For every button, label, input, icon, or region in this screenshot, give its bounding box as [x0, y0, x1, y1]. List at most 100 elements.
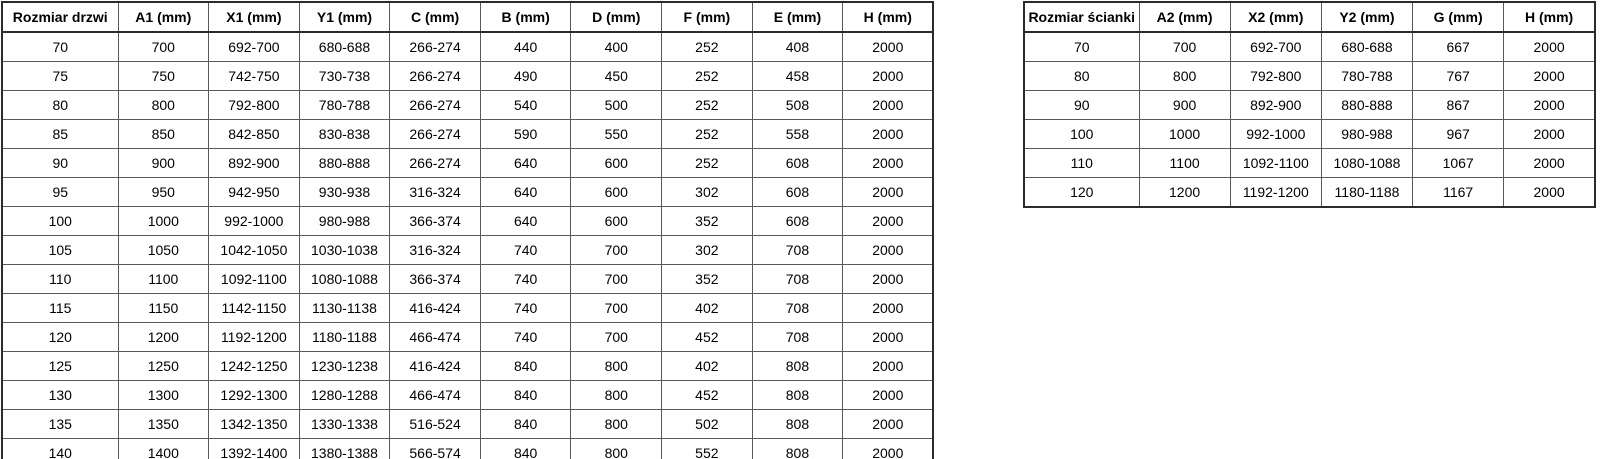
table-cell: 692-700	[208, 31, 300, 62]
table-cell: 740	[479, 293, 572, 323]
column-header: H (mm)	[842, 1, 934, 33]
table-cell: 2000	[1503, 90, 1596, 120]
table-cell: 708	[751, 264, 844, 294]
table-cell: 640	[479, 148, 572, 178]
table-cell: 1092-1100	[208, 264, 300, 294]
table-cell: 266-274	[389, 61, 481, 91]
table-cell: 700	[570, 322, 663, 352]
table-cell: 1100	[1138, 148, 1231, 178]
column-header: C (mm)	[389, 1, 481, 33]
door-sizes-table: Rozmiar drzwi A1 (mm) X1 (mm) Y1 (mm) C (mm)…	[1, 1, 935, 459]
table-cell: 800	[570, 380, 663, 410]
table-cell: 266-274	[389, 148, 481, 178]
column-header: A1 (mm)	[117, 1, 210, 33]
table-cell: 130	[1, 380, 119, 410]
table-row: 100 1000 992-1000 980-988 366-374 640 600 352 60…	[1, 206, 934, 236]
table-cell: 352	[661, 264, 753, 294]
table-cell: 70	[1023, 31, 1140, 62]
table-cell: 2000	[842, 31, 934, 62]
table-cell: 1080-1088	[298, 264, 391, 294]
table-cell: 1242-1250	[208, 351, 300, 381]
table-cell: 252	[661, 148, 753, 178]
table-cell: 1030-1038	[298, 235, 391, 265]
table-cell: 466-474	[389, 380, 481, 410]
table-cell: 1392-1400	[208, 438, 300, 459]
table-row: 80 800 792-800 780-788 767 2000	[1023, 61, 1596, 91]
table-cell: 742-750	[208, 61, 300, 91]
table-cell: 900	[1138, 90, 1231, 120]
table-cell: 1000	[117, 206, 210, 236]
table-cell: 680-688	[298, 31, 391, 62]
table-cell: 1280-1288	[298, 380, 391, 410]
table-cell: 740	[479, 264, 572, 294]
table-cell: 552	[661, 438, 753, 459]
table-cell: 640	[479, 177, 572, 207]
table-cell: 500	[570, 90, 663, 120]
table-cell: 2000	[842, 380, 934, 410]
table-row: 80 800 792-800 780-788 266-274 540 500 252 508 20…	[1, 90, 934, 120]
table-cell: 600	[570, 206, 663, 236]
table-cell: 2000	[842, 61, 934, 91]
table-cell: 1150	[117, 293, 210, 323]
table-row: 115 1150 1142-1150 1130-1138 416-424 740 700 40…	[1, 293, 934, 323]
table-cell: 366-374	[389, 206, 481, 236]
table-cell: 842-850	[208, 119, 300, 149]
table-cell: 366-374	[389, 264, 481, 294]
table-cell: 1142-1150	[208, 293, 300, 323]
table-cell: 450	[570, 61, 663, 91]
table-cell: 1180-1188	[298, 322, 391, 352]
table-cell: 1400	[117, 438, 210, 459]
table-cell: 85	[1, 119, 119, 149]
table-cell: 2000	[842, 409, 934, 439]
table-row: 90 900 892-900 880-888 867 2000	[1023, 90, 1596, 120]
table-cell: 2000	[842, 264, 934, 294]
table-cell: 440	[479, 31, 572, 62]
table-cell: 830-838	[298, 119, 391, 149]
table-row: 140 1400 1392-1400 1380-1388 566-574 840 800 55…	[1, 438, 934, 459]
table-cell: 566-574	[389, 438, 481, 459]
column-header: H (mm)	[1503, 1, 1596, 33]
table-cell: 640	[479, 206, 572, 236]
table-cell: 1092-1100	[1229, 148, 1322, 178]
table-cell: 452	[661, 380, 753, 410]
table-cell: 90	[1, 148, 119, 178]
table-cell: 942-950	[208, 177, 300, 207]
table-cell: 840	[479, 438, 572, 459]
table-cell: 900	[117, 148, 210, 178]
wall-sizes-table: Rozmiar ścianki A2 (mm) X2 (mm) Y2 (mm) G (m…	[1023, 1, 1596, 208]
table-cell: 302	[661, 177, 753, 207]
table-cell: 750	[117, 61, 210, 91]
table-cell: 252	[661, 90, 753, 120]
table-cell: 780-788	[298, 90, 391, 120]
table-cell: 466-474	[389, 322, 481, 352]
table-cell: 700	[570, 264, 663, 294]
table-cell: 800	[570, 438, 663, 459]
table-cell: 1330-1338	[298, 409, 391, 439]
column-header: G (mm)	[1412, 1, 1505, 33]
table-cell: 980-988	[298, 206, 391, 236]
table-cell: 1100	[117, 264, 210, 294]
column-header: Y1 (mm)	[298, 1, 391, 33]
table-cell: 2000	[842, 206, 934, 236]
table-cell: 302	[661, 235, 753, 265]
table-cell: 70	[1, 31, 119, 62]
table-cell: 558	[751, 119, 844, 149]
table-cell: 408	[751, 31, 844, 62]
table-cell: 1130-1138	[298, 293, 391, 323]
table-row: 75 750 742-750 730-738 266-274 490 450 252 458 20…	[1, 61, 934, 91]
table-cell: 767	[1412, 61, 1505, 91]
table-cell: 508	[751, 90, 844, 120]
table-cell: 1067	[1412, 148, 1505, 178]
table-cell: 808	[751, 380, 844, 410]
table-cell: 2000	[842, 235, 934, 265]
table-cell: 930-938	[298, 177, 391, 207]
table-cell: 700	[570, 235, 663, 265]
table-cell: 800	[1138, 61, 1231, 91]
column-header: Y2 (mm)	[1320, 1, 1414, 33]
table-cell: 840	[479, 351, 572, 381]
table-cell: 740	[479, 322, 572, 352]
table-cell: 600	[570, 148, 663, 178]
column-header: A2 (mm)	[1138, 1, 1231, 33]
table-cell: 100	[1023, 119, 1140, 149]
table-cell: 800	[570, 351, 663, 381]
